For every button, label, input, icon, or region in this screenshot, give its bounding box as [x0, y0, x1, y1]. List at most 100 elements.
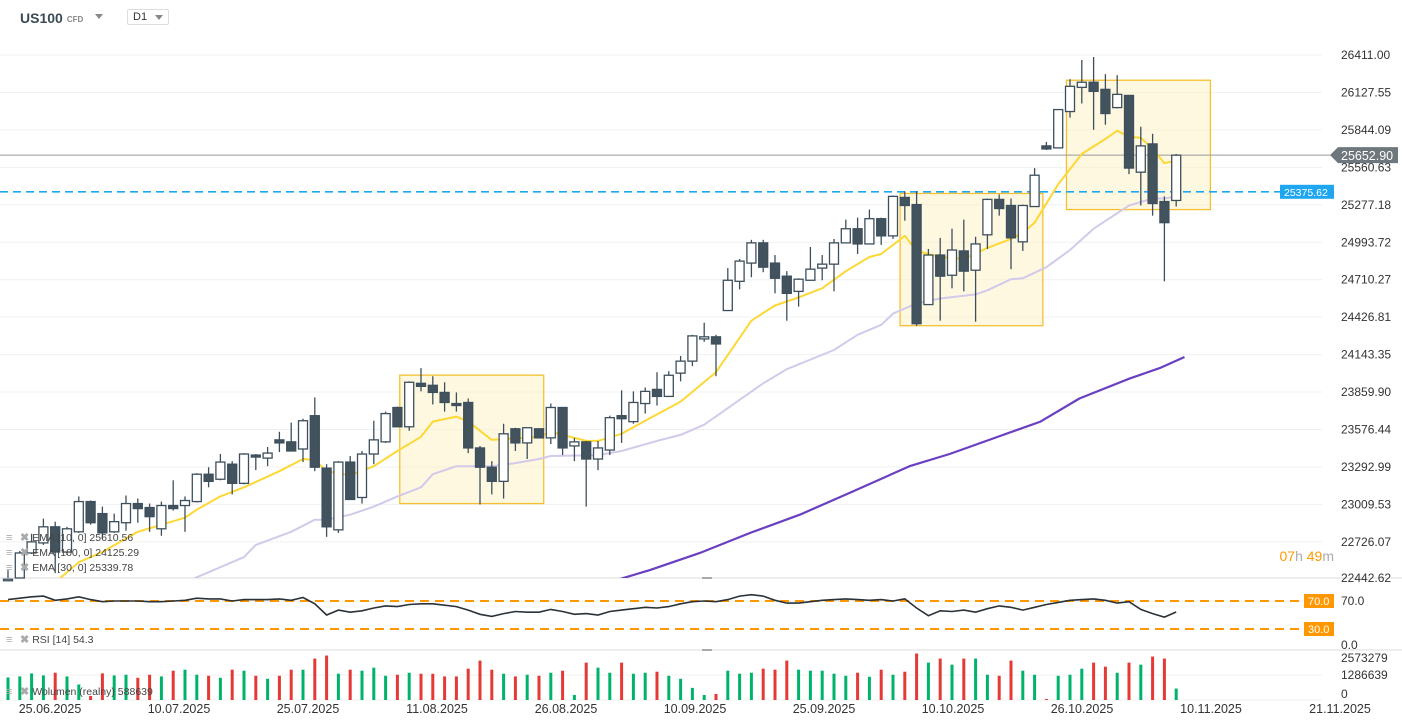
candle-body-bullish [498, 433, 509, 483]
x-axis-label: 25.06.2025 [19, 702, 82, 716]
volume-bar [490, 669, 494, 700]
volume-bar [277, 675, 281, 700]
candle-body-bullish [793, 278, 804, 293]
candle-body-bullish [191, 473, 202, 503]
menu-icon[interactable]: ≡ [6, 633, 13, 646]
volume-bar [395, 674, 399, 700]
candle-body-bearish [935, 254, 946, 277]
candle [427, 376, 438, 405]
volume-bar [77, 684, 81, 700]
candle-body-bearish [1041, 145, 1052, 150]
menu-icon[interactable]: ≡ [6, 685, 13, 698]
candle [109, 513, 120, 533]
candle [663, 371, 674, 398]
candle-body-bearish [911, 203, 922, 325]
volume-bar [572, 694, 576, 700]
close-icon[interactable]: ✖ [20, 547, 30, 559]
volume-bar [1056, 675, 1060, 700]
volume-bar [1115, 672, 1119, 700]
candle [368, 420, 379, 465]
candle [215, 454, 226, 481]
volume-bar [124, 674, 128, 700]
volume-bar [313, 658, 317, 700]
candle [73, 496, 84, 533]
symbol-name: US100 [20, 10, 63, 26]
volume-bar [18, 676, 22, 700]
last-price-label: 25652.90 [1341, 149, 1393, 163]
candle-body-bullish [109, 521, 120, 533]
candle [85, 500, 96, 525]
volume-bar [372, 667, 376, 700]
timeframe-select[interactable]: D1 [127, 9, 169, 25]
volume-bar [1103, 666, 1107, 700]
close-icon[interactable]: ✖ [20, 532, 30, 544]
timeframe-value: D1 [133, 11, 148, 23]
y-axis-label: 24143.35 [1341, 348, 1391, 362]
candle-body-bullish [262, 452, 273, 459]
candle-body-bearish [994, 198, 1005, 210]
candle [569, 437, 580, 462]
chevron-down-icon [155, 14, 163, 20]
candle [746, 239, 757, 278]
candle-body-bullish [14, 552, 25, 579]
menu-icon[interactable]: ≡ [6, 561, 13, 574]
candle [333, 461, 344, 533]
volume-bar [1151, 656, 1155, 700]
volume-bar [325, 655, 329, 700]
candle-body-bearish [899, 196, 910, 207]
candle-body-bearish [227, 463, 238, 484]
candle [769, 255, 781, 294]
candle [345, 455, 356, 501]
volume-bar [985, 674, 989, 700]
volume-bar [431, 673, 435, 700]
candle [156, 501, 167, 536]
candle [250, 454, 261, 471]
menu-icon[interactable]: ≡ [6, 546, 13, 559]
candle [132, 498, 143, 523]
candle-body-bullish [1135, 145, 1146, 173]
candle-body-bullish [923, 254, 934, 306]
candle [274, 431, 285, 453]
rsi-axis-label: 0.0 [1341, 638, 1358, 652]
candle-body-bullish [640, 390, 651, 405]
countdown-hours-unit: h [1295, 548, 1303, 564]
volume-bar [903, 671, 907, 700]
volume-axis-label: 1286639 [1341, 668, 1388, 682]
volume-bar [655, 671, 659, 700]
candle [958, 219, 969, 292]
candle [439, 382, 450, 412]
candle-body-bearish [852, 228, 863, 245]
volume-bar [289, 669, 293, 700]
volume-bar [513, 676, 517, 700]
candle [1088, 56, 1099, 130]
candle [817, 255, 828, 281]
candle [356, 450, 368, 504]
candle-body-bearish [486, 466, 497, 483]
volume-bar [714, 693, 718, 700]
candle [522, 427, 533, 460]
legend-rsi-label: RSI [14] 54.3 [32, 633, 94, 646]
volume-bar [348, 669, 352, 700]
candle-body-bearish [781, 275, 792, 294]
chevron-down-icon[interactable] [95, 14, 104, 19]
candle [61, 526, 73, 556]
close-icon[interactable]: ✖ [20, 634, 30, 646]
volume-bar [207, 675, 211, 700]
volume-bar [679, 678, 683, 700]
candle-body-bullish [887, 195, 899, 237]
candle-body-bullish [1171, 154, 1182, 202]
candle [144, 503, 155, 532]
symbol-selector[interactable]: US100 CFD [20, 8, 104, 28]
candle-body-bearish [769, 262, 781, 279]
menu-icon[interactable]: ≡ [6, 531, 13, 544]
close-icon[interactable]: ✖ [20, 562, 30, 574]
last-price-tag [1330, 147, 1398, 164]
candle-body-bullish [828, 242, 840, 265]
candle-body-bearish [286, 441, 297, 452]
candle-body-bullish [522, 427, 533, 444]
close-icon[interactable]: ✖ [20, 686, 30, 698]
volume-bar [643, 672, 647, 700]
candle-body-bullish [333, 461, 344, 531]
y-axis-label: 23009.53 [1341, 497, 1391, 511]
